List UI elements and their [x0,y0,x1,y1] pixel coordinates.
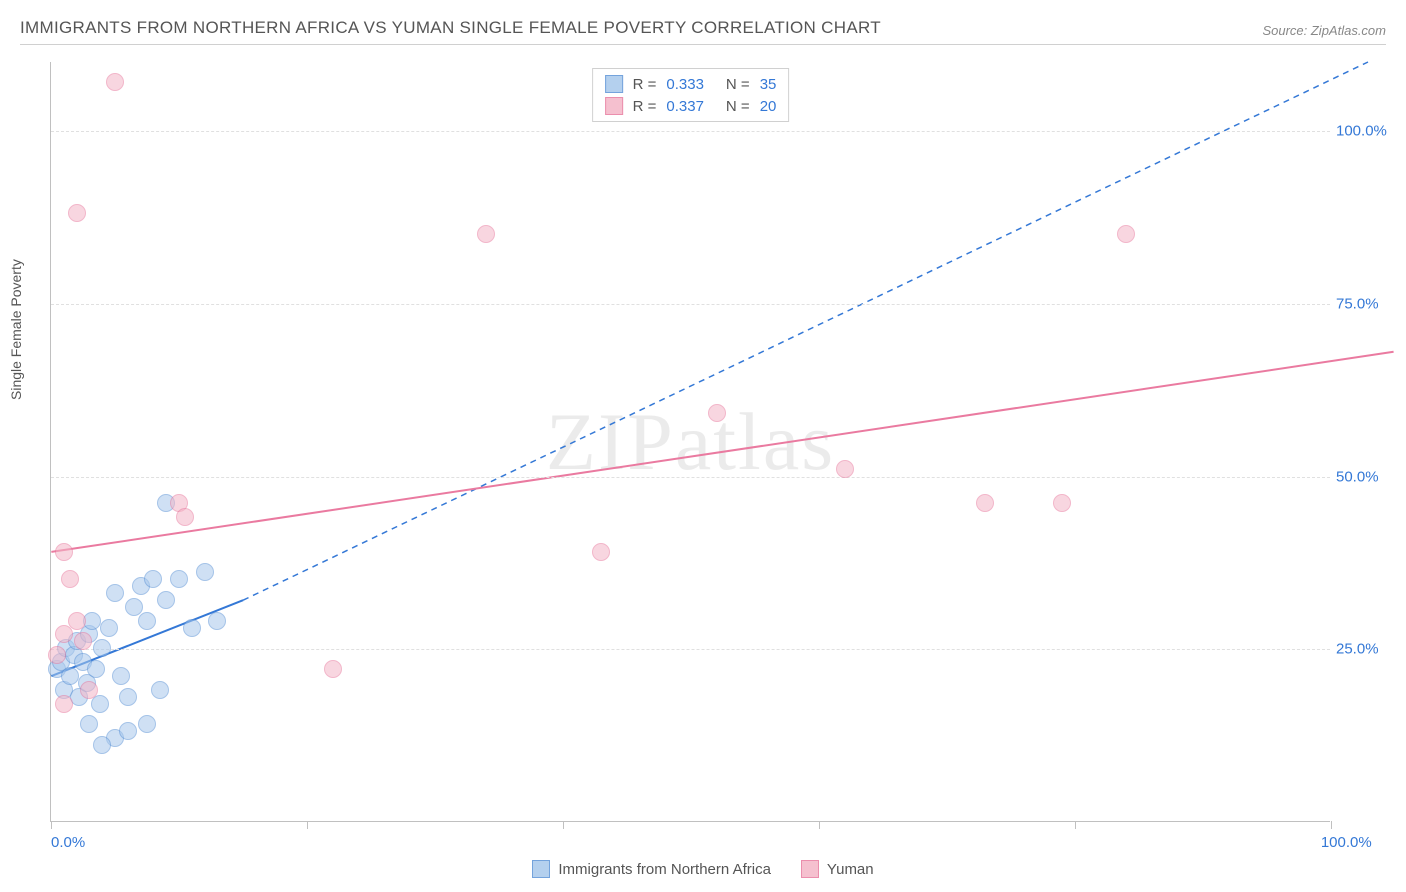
legend-row: R = 0.337 N = 20 [605,95,777,117]
data-point [151,681,169,699]
data-point [112,667,130,685]
legend-r-value: 0.337 [666,98,704,115]
data-point [119,722,137,740]
y-tick-label: 50.0% [1336,468,1396,485]
series-legend-item: Immigrants from Northern Africa [532,860,771,878]
x-tick [1075,821,1076,829]
data-point [119,688,137,706]
x-tick [1331,821,1332,829]
legend-n-label: N = [726,98,750,115]
x-tick-label: 100.0% [1321,834,1372,851]
data-point [93,736,111,754]
data-point [100,619,118,637]
trend-lines [51,62,1330,821]
data-point [183,619,201,637]
legend-n-label: N = [726,76,750,93]
series-name: Yuman [827,861,874,878]
source-prefix: Source: [1262,23,1310,38]
data-point [477,225,495,243]
data-point [138,715,156,733]
trendline [51,352,1393,552]
data-point [93,639,111,657]
series-legend: Immigrants from Northern Africa Yuman [0,860,1406,878]
x-tick [51,821,52,829]
source-name: ZipAtlas.com [1311,23,1386,38]
data-point [170,570,188,588]
legend-r-value: 0.333 [666,76,704,93]
gridline [51,304,1330,305]
legend-swatch [801,860,819,878]
gridline [51,477,1330,478]
series-legend-item: Yuman [801,860,874,878]
data-point [61,667,79,685]
data-point [106,584,124,602]
legend-swatch [605,97,623,115]
data-point [55,695,73,713]
data-point [1053,494,1071,512]
data-point [836,460,854,478]
data-point [157,591,175,609]
data-point [106,73,124,91]
title-bar: IMMIGRANTS FROM NORTHERN AFRICA VS YUMAN… [20,18,1386,45]
data-point [83,612,101,630]
data-point [55,625,73,643]
plot-area: ZIPatlas R =0.333N =35R =0.337N =20 25.0… [50,62,1330,822]
gridline [51,131,1330,132]
gridline [51,649,1330,650]
legend-row: R = 0.333 N = 35 [605,73,777,95]
data-point [68,204,86,222]
chart-title: IMMIGRANTS FROM NORTHERN AFRICA VS YUMAN… [20,18,881,38]
legend-r-label: R = [633,98,657,115]
data-point [55,543,73,561]
source-attribution: Source: ZipAtlas.com [1262,23,1386,38]
data-point [196,563,214,581]
data-point [68,612,86,630]
data-point [176,508,194,526]
y-tick-label: 75.0% [1336,295,1396,312]
legend-n-value: 20 [760,98,777,115]
x-tick [563,821,564,829]
data-point [208,612,226,630]
legend-swatch [532,860,550,878]
data-point [138,612,156,630]
data-point [74,632,92,650]
data-point [976,494,994,512]
data-point [592,543,610,561]
data-point [144,570,162,588]
series-name: Immigrants from Northern Africa [558,861,771,878]
data-point [324,660,342,678]
y-axis-label: Single Female Poverty [8,259,24,400]
data-point [80,715,98,733]
data-point [80,681,98,699]
y-tick-label: 100.0% [1336,123,1396,140]
data-point [48,646,66,664]
legend-r-label: R = [633,76,657,93]
data-point [87,660,105,678]
legend-n-value: 35 [760,76,777,93]
trendline-dashed [243,62,1368,600]
chart-area: ZIPatlas R =0.333N =35R =0.337N =20 25.0… [50,62,1330,822]
x-tick [819,821,820,829]
correlation-legend: R = 0.333 N = 35 R = 0.337 N = 20 [592,68,790,122]
data-point [61,570,79,588]
data-point [708,404,726,422]
x-tick-label: 0.0% [51,834,85,851]
data-point [1117,225,1135,243]
y-tick-label: 25.0% [1336,641,1396,658]
x-tick [307,821,308,829]
legend-swatch [605,75,623,93]
